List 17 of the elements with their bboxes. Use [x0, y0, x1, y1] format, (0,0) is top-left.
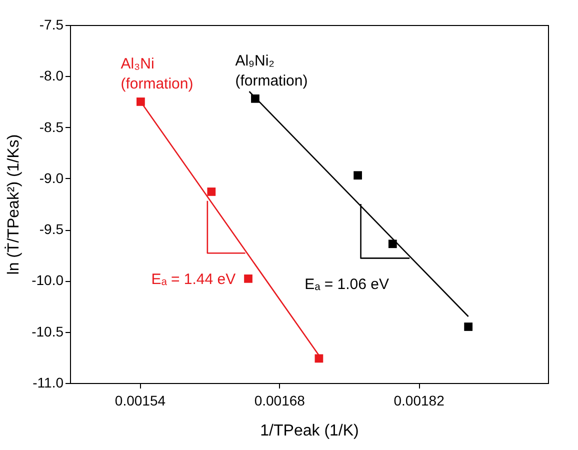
- y-tick-label: -8.0: [39, 68, 64, 84]
- y-tick-label: -9.0: [39, 170, 64, 186]
- y-tick-label: -11.0: [32, 374, 64, 390]
- x-tick-label: 0.00154: [114, 392, 166, 408]
- y-tick-label: -7.5: [39, 16, 64, 32]
- series-label: Al₃Ni (formation): [120, 56, 194, 93]
- y-tick-label: -8.5: [39, 118, 64, 135]
- x-tick-label: 0.00168: [254, 392, 306, 408]
- y-tick-label: -10.5: [32, 323, 64, 340]
- x-axis-title: 1/TPeak (1/K): [260, 422, 359, 440]
- y-axis-title: ln (Ṫ/TPeak²) (1/Ks): [4, 134, 23, 275]
- series-label: Al₉Ni₂ (formation): [235, 52, 308, 90]
- x-tick-label: 0.00182: [394, 392, 445, 408]
- y-tick-label: -9.5: [39, 221, 64, 238]
- y-tick-label: -10.0: [32, 272, 64, 288]
- annotation: Eₐ = 1.06 eV: [304, 276, 389, 294]
- annotation: Eₐ = 1.44 eV: [151, 271, 236, 288]
